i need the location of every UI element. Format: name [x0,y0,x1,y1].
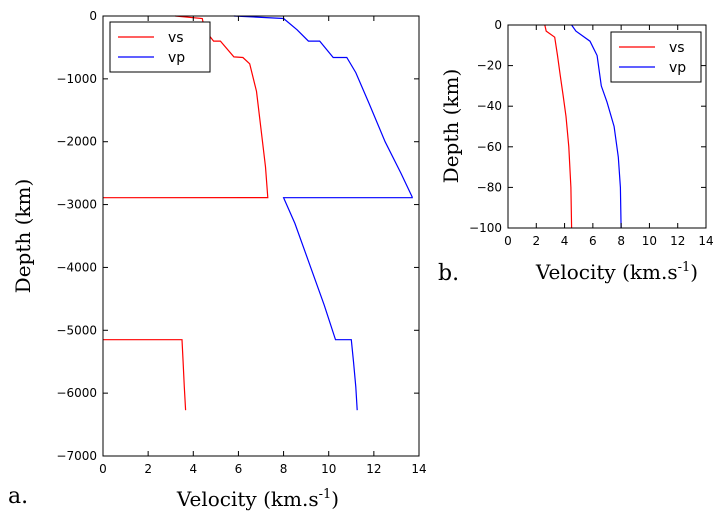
y-tick-label: −3000 [56,198,97,212]
x-tick-label: 4 [561,234,569,248]
chart-panel-b: 0 2 4 6 8 10 12 14 0 −20 −40 −60 −80 −100 Velocity (km… [438,18,713,286]
x-tick-label: 0 [504,234,512,248]
legend-label-vp: vp [669,60,686,76]
x-axis-label: Velocity (km.s-1) [176,487,339,511]
y-tick-label: −60 [477,140,502,154]
y-tick-label: −2000 [56,135,97,149]
x-tick-label: 12 [366,462,381,476]
series-line-vs [544,24,573,229]
series-line-vp [233,15,413,411]
legend-label-vp: vp [168,50,185,66]
x-tick-label: 8 [280,462,288,476]
x-axis-label: Velocity (km.s-1) [535,260,698,284]
y-tick-label: 0 [494,18,502,32]
x-tick-label: 2 [144,462,152,476]
series-line-vs [103,339,187,411]
y-axis-label: Depth (km) [439,69,463,184]
legend-box [109,21,211,73]
x-tick-label: 4 [189,462,197,476]
y-tick-label: −5000 [56,323,97,337]
y-tick-label: −20 [477,59,502,73]
panel-label: b. [438,261,459,286]
y-tick-label: −40 [477,99,502,113]
x-tick-label: 6 [589,234,597,248]
x-tick-label: 10 [321,462,336,476]
y-tick-label: −7000 [56,449,97,463]
y-axis-label: Depth (km) [11,179,35,294]
y-tick-label: −1000 [56,72,97,86]
series-line-vp [571,24,622,229]
y-tick-label: −80 [477,180,502,194]
legend: vs vp [610,31,702,83]
x-tick-label: 14 [698,234,713,248]
x-tick-label: 12 [670,234,685,248]
x-tick-label: 8 [617,234,625,248]
y-tick-label: 0 [89,9,97,23]
legend-box [610,31,702,83]
legend-label-vs: vs [168,30,184,46]
plot-frame [507,24,707,229]
x-tick-label: 14 [411,462,426,476]
x-tick-label: 0 [99,462,107,476]
y-tick-label: −100 [469,221,502,235]
y-tick-label: −4000 [56,260,97,274]
x-tick-label: 2 [532,234,540,248]
legend-label-vs: vs [669,40,685,56]
legend: vs vp [109,21,211,73]
panel-label: a. [8,484,28,509]
plot-frame [102,15,420,457]
x-tick-label: 10 [642,234,657,248]
x-tick-label: 6 [235,462,243,476]
chart-panel-a: 0 2 4 6 8 10 12 14 0 −1000 −2000 −3000 −4000 −5000 −60… [8,9,427,511]
y-tick-label: −6000 [56,386,97,400]
